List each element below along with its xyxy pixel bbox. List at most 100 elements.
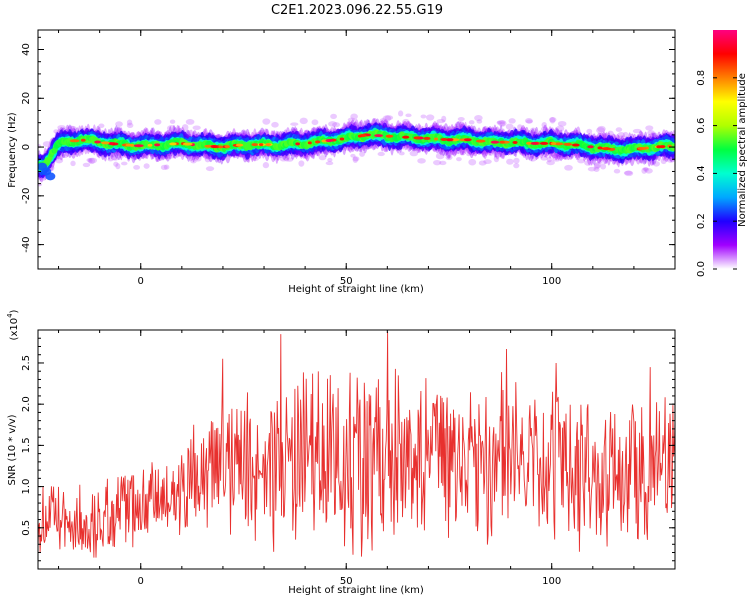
heatmap-speck [165, 154, 175, 159]
snr-frame [37, 329, 676, 570]
snr-scale-label: (x104) [6, 309, 20, 340]
heatmap-speck [87, 157, 93, 164]
heatmap-speck [600, 163, 607, 170]
heatmap-speck [382, 115, 392, 122]
heatmap-peak [413, 136, 421, 140]
heatmap-speck [645, 125, 654, 131]
heatmap-speck [271, 121, 279, 128]
colorbar: 0.0 0.2 0.4 0.6 0.8 Normalized spectral ampl… [696, 30, 748, 277]
colorbar-strip [713, 30, 737, 269]
x-tick-label: 50 [340, 576, 353, 587]
heatmap-speck [546, 156, 552, 163]
heatmap-peak [147, 143, 153, 147]
heatmap-speck [417, 158, 426, 164]
heatmap-speck [262, 162, 270, 169]
heatmap-speck [549, 117, 556, 124]
heatmap-speck [586, 128, 593, 135]
heatmap-peak [182, 142, 193, 146]
heatmap-speck [299, 117, 308, 125]
heatmap-peak [210, 145, 218, 149]
heatmap-speck [613, 168, 621, 174]
heatmap-speck [478, 160, 487, 166]
heatmap-speck [113, 161, 119, 167]
heatmap-speck [524, 118, 533, 124]
heatmap-peak [601, 147, 611, 151]
heatmap-speck [120, 161, 128, 166]
heatmap-speck [251, 157, 259, 161]
heatmap-speck [459, 151, 466, 156]
heatmap-speck [468, 158, 477, 166]
heatmap-speck [540, 155, 548, 161]
heatmap-speck [564, 164, 573, 171]
heatmap-speck [115, 121, 123, 128]
heatmap-speck [457, 116, 465, 122]
heatmap-speck [284, 157, 290, 162]
heatmap-speck [86, 158, 92, 162]
heatmap-speck [540, 126, 549, 132]
heatmap-peak [490, 140, 500, 144]
heatmap-peak [550, 142, 557, 146]
heatmap-speck [549, 116, 557, 123]
heatmap-peak [154, 143, 161, 147]
x-tick-label: 100 [542, 276, 561, 287]
heatmap-peak [374, 134, 383, 138]
spectrogram-xlabel: Height of straight line (km) [288, 284, 424, 295]
heatmap-speck [327, 157, 333, 163]
heatmap-speck [652, 161, 660, 167]
heatmap-speck [593, 163, 601, 170]
heatmap-speck [112, 156, 119, 161]
heatmap-peak [512, 140, 518, 144]
heatmap-peak [423, 136, 431, 140]
heatmap-peak [402, 135, 410, 139]
heatmap-peak [325, 139, 333, 143]
heatmap-peak [563, 142, 573, 146]
heatmap-speck [597, 125, 606, 133]
heatmap-speck [505, 123, 514, 130]
heatmap-speck [98, 123, 105, 129]
heatmap-speck [126, 122, 134, 129]
heatmap-peak [125, 143, 132, 147]
heatmap-peak [224, 145, 231, 149]
heatmap-speck [185, 119, 195, 125]
heatmap-speck [587, 166, 596, 172]
heatmap-speck [279, 156, 288, 162]
heatmap-speck [181, 124, 189, 131]
heatmap-speck [468, 120, 475, 125]
heatmap-peak [464, 138, 472, 142]
heatmap-speck [584, 160, 593, 166]
heatmap-speck [617, 131, 625, 138]
figure-title: C2E1.2023.096.22.55.G19 [271, 3, 443, 18]
heatmap-speck [262, 118, 271, 125]
heatmap-speck [506, 158, 514, 165]
heatmap-speck [433, 159, 442, 166]
heatmap-speck [622, 131, 629, 138]
heatmap-speck [350, 113, 358, 120]
heatmap-speck [466, 152, 472, 157]
heatmap-speck [594, 162, 602, 169]
heatmap-speck [110, 154, 118, 161]
heatmap-speck [546, 160, 555, 166]
heatmap-speck [205, 166, 215, 172]
heatmap-speck [89, 157, 98, 164]
heatmap-speck [513, 163, 520, 169]
heatmap-speck [517, 124, 523, 130]
heatmap-speck [496, 120, 506, 125]
heatmap-speck [143, 163, 150, 169]
colorbar-tick-label: 0.0 [696, 261, 707, 277]
heatmap-speck [190, 158, 197, 164]
heatmap-peak [446, 138, 454, 142]
heatmap-speck [593, 166, 600, 172]
heatmap-speck [525, 119, 533, 124]
y-tick-label: 2.5 [21, 355, 32, 371]
heatmap-peak [637, 147, 647, 151]
heatmap-peak [314, 140, 321, 144]
heatmap-speck [660, 157, 667, 165]
y-tick-label: 2.0 [21, 396, 32, 412]
heatmap-peak [295, 142, 300, 146]
y-tick-label: -20 [21, 188, 32, 204]
heatmap-peak [169, 142, 177, 146]
y-tick-label: 0 [21, 144, 32, 150]
heatmap-speck [445, 154, 453, 161]
colorbar-ticks: 0.0 0.2 0.4 0.6 0.8 [696, 70, 737, 277]
colorbar-label: Normalized spectral amplitude [737, 73, 748, 227]
